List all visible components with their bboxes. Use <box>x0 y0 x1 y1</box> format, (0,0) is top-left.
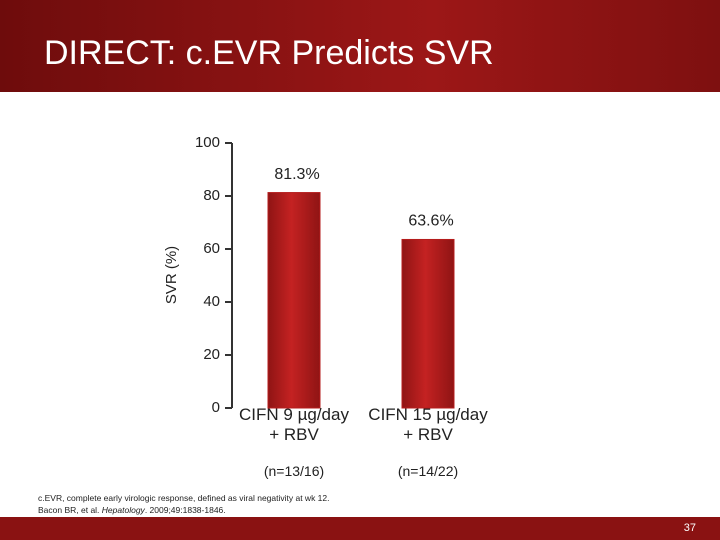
y-tick-label: 0 <box>212 399 220 416</box>
value-label: 81.3% <box>274 166 319 183</box>
ref-citation: . 2009;49:1838-1846. <box>144 505 226 515</box>
y-tick-label: 40 <box>203 293 220 310</box>
y-tick-label: 20 <box>203 346 220 363</box>
page-number: 37 <box>683 522 696 534</box>
bar <box>401 238 455 409</box>
footnote: c.EVR, complete early virologic response… <box>38 492 330 516</box>
footnote-definition: c.EVR, complete early virologic response… <box>38 493 330 503</box>
ref-authors: Bacon BR, et al. <box>38 505 102 515</box>
header-band: DIRECT: c.EVR Predicts SVR <box>0 0 720 92</box>
y-tick-label: 60 <box>203 240 220 257</box>
ref-journal: Hepatology <box>101 505 145 515</box>
footer-band: 37 <box>0 517 720 540</box>
sample-size: (n=14/22) <box>397 463 459 479</box>
y-tick-label: 100 <box>195 134 220 151</box>
sample-size: (n=13/16) <box>263 463 325 479</box>
slide-title: DIRECT: c.EVR Predicts SVR <box>44 34 494 72</box>
x-tick-label: CIFN 9 µg/day + RBV <box>239 405 349 444</box>
footnote-reference: Bacon BR, et al. Hepatology. 2009;49:183… <box>38 504 330 516</box>
value-label: 63.6% <box>408 213 453 230</box>
bar <box>267 192 321 409</box>
y-axis-label: SVR (%) <box>163 246 180 304</box>
x-tick-label: CIFN 15 µg/day + RBV <box>368 405 488 444</box>
y-tick-label: 80 <box>203 187 220 204</box>
